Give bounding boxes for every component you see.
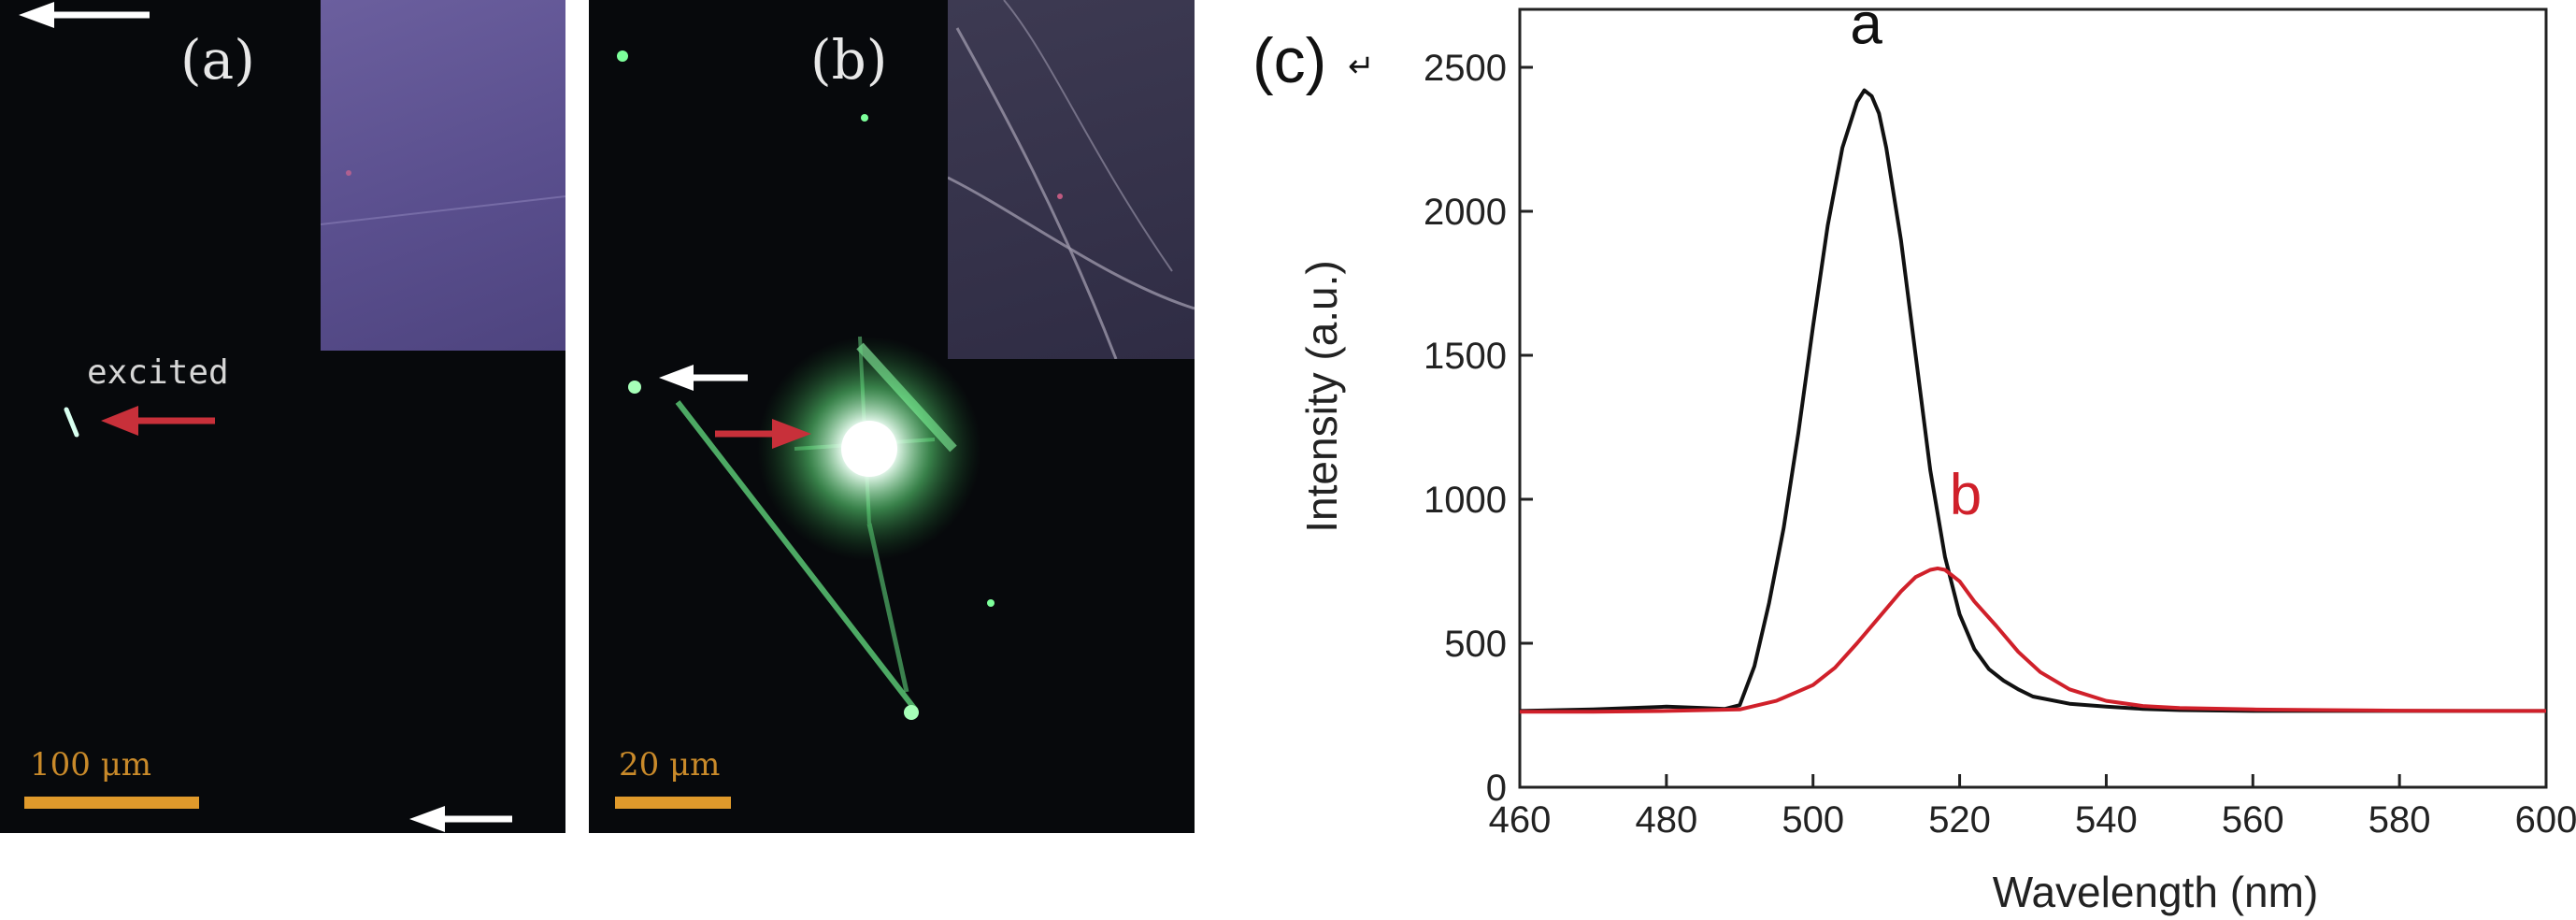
- excitation-core: [841, 421, 897, 477]
- y-axis-label: Intensity (a.u.): [1297, 260, 1346, 532]
- white-arrow-bottom: [409, 806, 512, 832]
- series-labels: ab: [1850, 0, 1982, 527]
- excited-wire: [64, 407, 79, 438]
- y-tick-label: 2000: [1424, 192, 1507, 233]
- inset-a-fiber: [320, 170, 565, 225]
- panel-a-overlay: [19, 2, 512, 832]
- emission-spectrum-chart: (c) ↵ 0 500 1000 1500 2000 2500 460 480 500 520 5…: [1252, 0, 2576, 916]
- x-axis-label: Wavelength (nm): [1993, 868, 2319, 916]
- x-tick-label: 480: [1635, 799, 1697, 841]
- red-arrow-a: [101, 406, 215, 436]
- x-tick-label: 600: [2515, 799, 2576, 841]
- panel-c-return-mark: ↵: [1348, 48, 1375, 85]
- red-arrow-b: [715, 419, 811, 449]
- white-arrow-top: [19, 2, 150, 28]
- x-tick-label: 460: [1489, 799, 1552, 841]
- scale-bar-a-label: 100 μm: [30, 746, 152, 783]
- x-tick-label: 540: [2075, 799, 2138, 841]
- plot-border: [1518, 7, 2548, 789]
- x-tick-label: 580: [2368, 799, 2431, 841]
- micrograph-panel-a: (a) excited 100 μm: [0, 0, 565, 833]
- x-axis-ticks: 460 480 500 520 540 560 580 600: [1489, 774, 2576, 841]
- inset-b-fibers: [947, 0, 1195, 360]
- panel-c-label: (c): [1252, 25, 1326, 96]
- panel-b-overlay: [617, 50, 995, 720]
- scale-bar-a: [24, 797, 199, 809]
- series-lines: [1519, 88, 2546, 714]
- series-line-b: [1520, 566, 2546, 714]
- series-line-a: [1519, 88, 2546, 713]
- emission-points: [617, 50, 995, 720]
- white-arrow-b: [659, 365, 748, 391]
- panel-b-label: (b): [810, 28, 888, 92]
- excited-annotation: excited: [87, 353, 229, 392]
- x-tick-label: 560: [2222, 799, 2284, 841]
- plot-frame: [1518, 7, 2548, 789]
- bright-field-inset-a: [320, 0, 565, 351]
- y-tick-label: 500: [1444, 624, 1507, 665]
- series-label-a: a: [1850, 0, 1882, 57]
- bright-field-inset-b: [947, 0, 1195, 360]
- scale-bar-b: [615, 797, 731, 809]
- panel-a-label: (a): [180, 28, 255, 92]
- y-axis-ticks: 0 500 1000 1500 2000 2500: [1424, 48, 1533, 809]
- micrograph-panel-b: (b): [589, 0, 1195, 833]
- series-label-b: b: [1950, 463, 1982, 527]
- y-tick-label: 0: [1486, 768, 1507, 809]
- x-tick-label: 520: [1928, 799, 1991, 841]
- y-tick-label: 1000: [1424, 480, 1507, 521]
- y-tick-label: 2500: [1424, 48, 1507, 89]
- x-tick-label: 500: [1782, 799, 1844, 841]
- y-tick-label: 1500: [1424, 336, 1507, 377]
- scale-bar-b-label: 20 μm: [619, 746, 721, 783]
